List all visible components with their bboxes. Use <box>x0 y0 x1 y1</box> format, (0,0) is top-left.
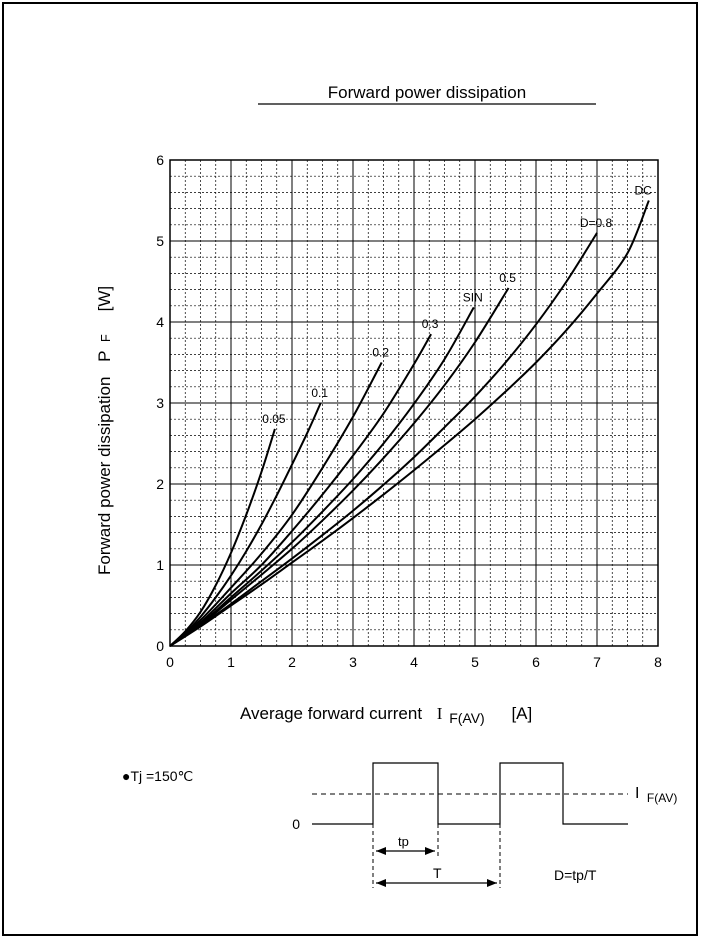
curve-labels: 0.05 0.1 0.2 0.3 SIN 0.5 D=0.8 DC <box>262 184 652 426</box>
plot-area-border <box>169 159 659 647</box>
curve-0-5 <box>169 287 510 647</box>
curve-SIN <box>169 306 475 647</box>
curves <box>169 200 650 647</box>
curve-label: 0.1 <box>311 386 328 400</box>
x-axis-unit: [A] <box>511 704 532 723</box>
average-level-subscript: F(AV) <box>647 791 677 805</box>
x-tick-label: 3 <box>349 654 357 670</box>
average-level-label: I F(AV) <box>635 785 677 805</box>
period-label: T <box>433 865 442 881</box>
junction-temperature-note: ●Tj =150℃ <box>122 768 193 784</box>
average-level-symbol: I <box>635 785 639 802</box>
tp-label: tp <box>398 834 409 849</box>
y-tick-label: 6 <box>156 152 164 168</box>
x-axis-label-text: Average forward current <box>240 704 422 723</box>
x-tick-label: 2 <box>288 654 296 670</box>
y-axis-label: Forward power dissipation P F [W] <box>95 286 114 575</box>
x-tick-label: 4 <box>410 654 418 670</box>
period-arrow-right-head <box>487 879 497 887</box>
curve-label: DC <box>635 184 653 198</box>
period-arrow-left-head <box>376 879 386 887</box>
x-tick-label: 0 <box>166 654 174 670</box>
curve-0-2 <box>169 362 383 647</box>
x-axis-symbol: I <box>437 704 443 723</box>
curve-0-3 <box>169 333 432 647</box>
x-tick-label: 7 <box>593 654 601 670</box>
x-tick-label: 8 <box>654 654 662 670</box>
curve-label: D=0.8 <box>580 216 613 230</box>
x-tick-labels: 0 1 2 3 4 5 6 7 8 <box>166 654 662 670</box>
y-tick-label: 5 <box>156 233 164 249</box>
x-axis-label: Average forward current I F(AV) [A] <box>240 704 532 727</box>
curve-label: 0.2 <box>372 346 389 360</box>
curve-label: 0.05 <box>262 412 286 426</box>
y-axis-symbol: P <box>95 351 114 362</box>
y-tick-label: 3 <box>156 395 164 411</box>
pulse-waveform <box>312 762 628 825</box>
y-tick-label: 1 <box>156 557 164 573</box>
chart-title: Forward power dissipation <box>328 83 526 102</box>
x-tick-label: 6 <box>532 654 540 670</box>
curve-D-0-8 <box>169 232 598 647</box>
curve-label: 0.3 <box>422 317 439 331</box>
y-tick-label: 4 <box>156 314 164 330</box>
tp-arrow-right-head <box>425 847 435 855</box>
curve-0-1 <box>169 402 322 647</box>
curve-0-05 <box>169 428 276 647</box>
x-tick-label: 5 <box>471 654 479 670</box>
y-tick-label: 0 <box>156 638 164 654</box>
curve-DC <box>169 200 650 647</box>
waveform-zero-label: 0 <box>292 816 300 832</box>
y-tick-label: 2 <box>156 476 164 492</box>
y-axis-subscript: F <box>98 334 113 342</box>
tp-arrow-left-head <box>376 847 386 855</box>
y-axis-label-text: Forward power dissipation <box>95 377 114 575</box>
y-tick-labels: 0 1 2 3 4 5 6 <box>156 152 164 654</box>
curve-label: SIN <box>463 290 483 304</box>
duty-formula: D=tp/T <box>554 867 597 883</box>
x-tick-label: 1 <box>227 654 235 670</box>
curve-label: 0.5 <box>499 271 516 285</box>
y-axis-unit: [W] <box>95 286 114 312</box>
duty-waveform: 0 tp T D=tp/T I F(AV) <box>292 762 677 888</box>
x-axis-subscript: F(AV) <box>449 710 485 726</box>
